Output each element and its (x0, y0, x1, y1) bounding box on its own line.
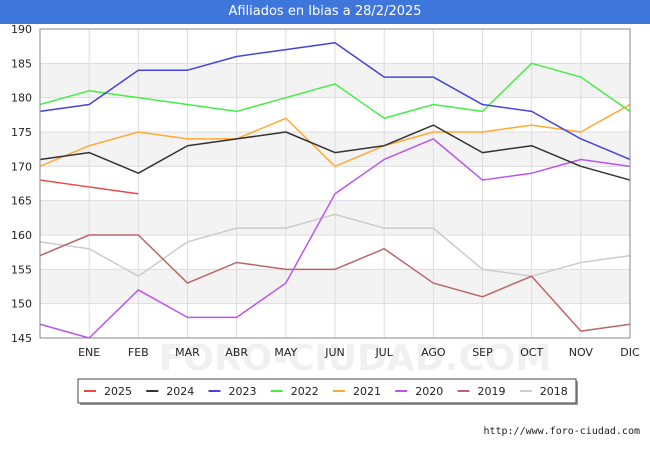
x-tick-label: MAR (175, 346, 200, 359)
y-tick-label: 185 (11, 57, 32, 70)
x-tick-label: AGO (421, 346, 446, 359)
legend-label-2025: 2025 (104, 385, 132, 398)
legend-label-2018: 2018 (540, 385, 568, 398)
series-line-2025 (39, 179, 139, 195)
x-tick-label: JUN (324, 346, 345, 359)
y-tick-label: 155 (11, 263, 32, 276)
y-tick-label: 165 (11, 195, 32, 208)
y-tick-label: 160 (11, 229, 32, 242)
x-tick-label: FEB (128, 346, 149, 359)
legend-label-2022: 2022 (291, 385, 319, 398)
series-line-2022 (39, 62, 631, 120)
y-tick-label: 145 (11, 332, 32, 345)
x-tick-label: NOV (569, 346, 594, 359)
x-tick-label: DIC (620, 346, 640, 359)
legend-label-2023: 2023 (229, 385, 257, 398)
chart-title: Afiliados en Ibias a 28/2/2025 (228, 4, 422, 19)
series-line-2021 (39, 103, 631, 168)
y-tick-label: 190 (11, 23, 32, 36)
series-line-2023 (39, 41, 631, 161)
legend-label-2024: 2024 (166, 385, 194, 398)
y-tick-label: 150 (11, 298, 32, 311)
x-tick-label: MAY (274, 346, 297, 359)
watermark: FORO-CIUDAD.COM (159, 338, 551, 379)
title-bar (0, 0, 650, 24)
x-tick-label: ENE (78, 346, 100, 359)
legend (77, 378, 577, 404)
legend-label-2019: 2019 (478, 385, 506, 398)
x-tick-label: SEP (472, 346, 493, 359)
footer-url[interactable]: http://www.foro-ciudad.com (483, 426, 640, 437)
x-tick-label: ABR (225, 346, 248, 359)
x-tick-label: JUL (374, 346, 393, 359)
x-tick-label: OCT (520, 346, 543, 359)
y-tick-label: 180 (11, 92, 32, 105)
plot-border (39, 28, 631, 339)
series-line-2024 (39, 124, 631, 181)
legend-label-2020: 2020 (415, 385, 443, 398)
y-tick-label: 170 (11, 160, 32, 173)
y-tick-label: 175 (11, 126, 32, 139)
series-line-2020 (39, 138, 631, 339)
series-line-2019 (39, 234, 631, 332)
legend-label-2021: 2021 (353, 385, 381, 398)
